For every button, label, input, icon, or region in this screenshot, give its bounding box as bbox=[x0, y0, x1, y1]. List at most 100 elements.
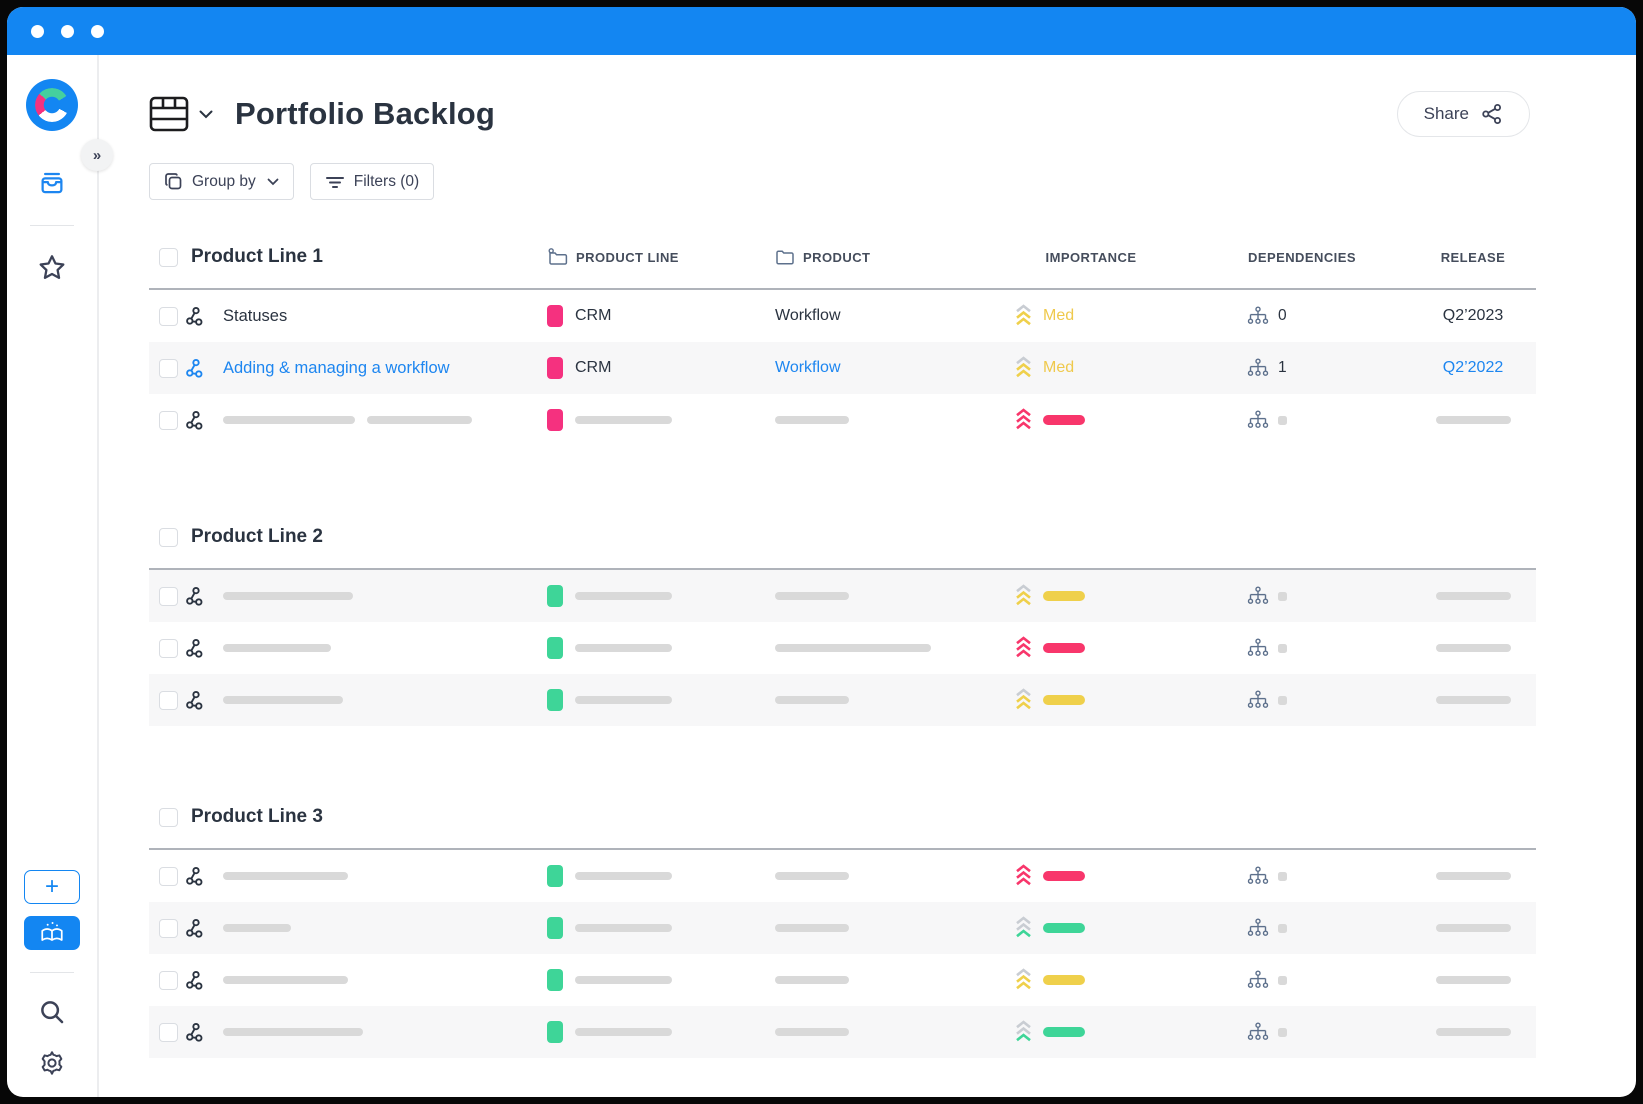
dependencies-tree-icon bbox=[1247, 866, 1269, 884]
product-line-skeleton-bar bbox=[575, 644, 672, 652]
dependencies-tree-icon bbox=[1247, 638, 1269, 656]
row-checkbox[interactable] bbox=[159, 970, 178, 990]
product-line-skeleton-bar bbox=[575, 416, 672, 424]
table-row[interactable] bbox=[149, 570, 1536, 622]
product-cell bbox=[775, 976, 971, 984]
section-checkbox[interactable] bbox=[159, 247, 178, 267]
product-line-label: CRM bbox=[575, 307, 612, 324]
product-line-cell bbox=[547, 865, 775, 887]
traffic-light-minimize[interactable] bbox=[61, 24, 74, 38]
craft-logo[interactable] bbox=[26, 79, 78, 131]
table-row[interactable]: Adding & managing a workflow CRM Workflow M… bbox=[149, 342, 1536, 394]
item-name-cell bbox=[217, 416, 547, 424]
chevron-down-icon bbox=[267, 178, 279, 185]
release-cell bbox=[1393, 919, 1553, 937]
name-skeleton-bar bbox=[367, 416, 472, 424]
product-skeleton-bar bbox=[775, 644, 931, 652]
add-item-button[interactable]: + bbox=[24, 870, 80, 904]
sidebar-item-inbox[interactable] bbox=[37, 169, 67, 199]
row-checkbox[interactable] bbox=[159, 586, 178, 606]
product-line-skeleton-bar bbox=[575, 872, 672, 880]
item-name-cell[interactable]: Adding & managing a workflow bbox=[223, 358, 450, 377]
product-line-cell bbox=[547, 969, 775, 991]
column-header-product-line[interactable]: PRODUCT LINE bbox=[547, 248, 775, 266]
dependencies-tree-icon bbox=[1247, 970, 1269, 988]
column-header-dependencies[interactable]: DEPENDENCIES bbox=[1248, 249, 1356, 265]
group-by-label: Group by bbox=[192, 172, 256, 190]
dependencies-cell: 1 bbox=[1211, 358, 1393, 378]
sidebar-item-search[interactable] bbox=[37, 997, 67, 1027]
product-skeleton-bar bbox=[775, 872, 849, 880]
row-checkbox[interactable] bbox=[159, 690, 178, 710]
search-icon bbox=[41, 1001, 64, 1024]
column-header-importance[interactable]: IMPORTANCE bbox=[1045, 249, 1137, 265]
section-header: Product Line 2 bbox=[149, 514, 1536, 560]
product-cell[interactable]: Workflow bbox=[775, 359, 841, 376]
product-line-skeleton-bar bbox=[575, 1028, 672, 1036]
open-book-sparkle-icon bbox=[41, 922, 63, 941]
section-title: Product Line 2 bbox=[191, 526, 323, 547]
dependencies-cell bbox=[1211, 918, 1393, 938]
craft-logo-ring bbox=[35, 88, 69, 122]
view-type-selector[interactable] bbox=[149, 95, 213, 133]
table-row[interactable] bbox=[149, 902, 1536, 954]
share-button[interactable]: Share bbox=[1396, 91, 1530, 137]
row-checkbox[interactable] bbox=[159, 638, 178, 658]
sidebar-divider bbox=[30, 225, 74, 226]
group-by-button[interactable]: Group by bbox=[149, 163, 294, 200]
table-row[interactable] bbox=[149, 850, 1536, 902]
row-checkbox[interactable] bbox=[159, 918, 178, 938]
traffic-light-zoom[interactable] bbox=[91, 24, 104, 38]
share-button-label: Share bbox=[1423, 104, 1469, 123]
table-row[interactable] bbox=[149, 622, 1536, 674]
sidebar-item-favorites[interactable] bbox=[36, 252, 68, 284]
filters-button[interactable]: Filters (0) bbox=[309, 163, 435, 200]
traffic-light-close[interactable] bbox=[31, 24, 44, 38]
table-row[interactable]: Statuses CRM Workflow Med 0 Q2’2023 bbox=[149, 290, 1536, 342]
section-header: Product Line 1 PRODUCT LINE PRODUCT IMPORTA… bbox=[149, 234, 1536, 280]
release-cell[interactable]: Q2’2022 bbox=[1442, 359, 1504, 376]
expand-sidebar-button[interactable]: » bbox=[81, 139, 113, 171]
row-checkbox[interactable] bbox=[159, 306, 178, 326]
name-skeleton-bar bbox=[223, 924, 291, 932]
importance-cell bbox=[971, 1020, 1211, 1044]
product-line-color-square bbox=[547, 357, 563, 379]
row-checkbox[interactable] bbox=[159, 358, 178, 378]
dependencies-cell bbox=[1211, 1022, 1393, 1042]
dependencies-cell bbox=[1211, 410, 1393, 430]
window-titlebar bbox=[7, 7, 1636, 55]
section-checkbox[interactable] bbox=[159, 527, 178, 547]
row-checkbox[interactable] bbox=[159, 866, 178, 886]
dependencies-count: 1 bbox=[1278, 359, 1287, 376]
column-header-release[interactable]: RELEASE bbox=[1440, 249, 1506, 265]
sidebar-item-settings[interactable] bbox=[38, 1049, 66, 1077]
importance-label: Med bbox=[1043, 307, 1075, 324]
table-row[interactable] bbox=[149, 1006, 1536, 1058]
item-hierarchy-icon bbox=[186, 1022, 203, 1042]
dependencies-count: 0 bbox=[1278, 307, 1287, 324]
inbox-tray-icon bbox=[41, 172, 63, 194]
section-checkbox[interactable] bbox=[159, 807, 178, 827]
table-row[interactable] bbox=[149, 674, 1536, 726]
sidebar-divider bbox=[30, 972, 74, 973]
row-checkbox[interactable] bbox=[159, 410, 178, 430]
product-skeleton-bar bbox=[775, 592, 849, 600]
row-checkbox[interactable] bbox=[159, 1022, 178, 1042]
release-skeleton-bar bbox=[1435, 976, 1511, 984]
column-header-product[interactable]: PRODUCT bbox=[775, 249, 971, 266]
dependencies-tree-icon bbox=[1247, 918, 1269, 936]
item-hierarchy-icon bbox=[186, 690, 203, 710]
dependencies-tree-icon bbox=[1247, 410, 1269, 428]
gear-icon bbox=[41, 1051, 63, 1075]
table-row[interactable] bbox=[149, 954, 1536, 1006]
double-chevron-right-icon: » bbox=[92, 146, 102, 164]
release-skeleton-bar bbox=[1435, 1028, 1511, 1036]
table-row[interactable] bbox=[149, 394, 1536, 446]
section-title: Product Line 3 bbox=[191, 806, 323, 827]
release-skeleton-bar bbox=[1435, 592, 1511, 600]
dependencies-skeleton-dot bbox=[1278, 975, 1287, 985]
learning-center-button[interactable] bbox=[24, 916, 80, 950]
product-line-skeleton-bar bbox=[575, 592, 672, 600]
name-skeleton-bar bbox=[223, 416, 355, 424]
section-gap bbox=[149, 726, 1536, 794]
